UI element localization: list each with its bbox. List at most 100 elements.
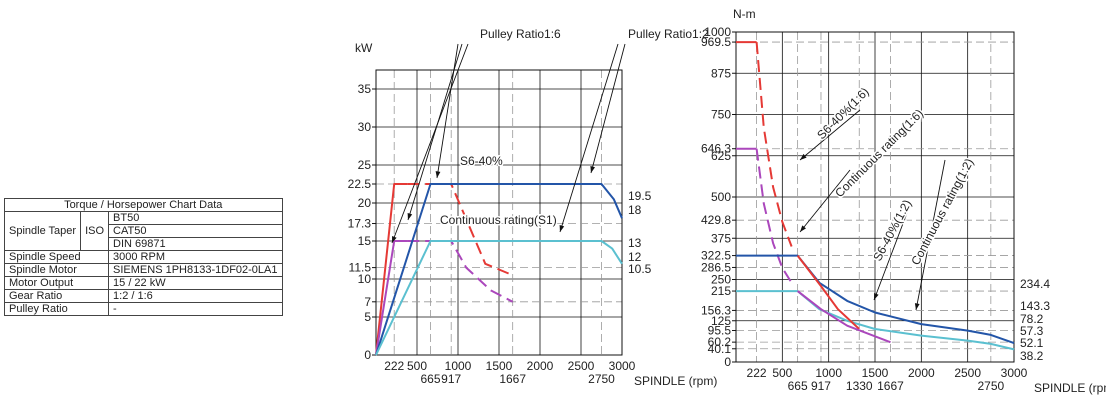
series-line: [796, 254, 860, 330]
x-tick-label-lower: 917: [811, 379, 831, 393]
annotation-arrow: [799, 169, 851, 233]
motor-output-label: Motor Output: [3, 276, 110, 290]
plot-frame: [375, 69, 623, 356]
annotation-label: S6-40%: [460, 154, 503, 168]
spindle-motor-value: SIEMENS 1PH8133-1DF02-0LA1: [108, 263, 283, 277]
series-line: [407, 183, 514, 277]
y-tick-label: 11.5: [349, 261, 372, 275]
x-tick-label: 2500: [954, 366, 981, 380]
annotation-arrowhead: [914, 303, 920, 310]
y-tick-label: 20: [358, 196, 372, 210]
series-line: [375, 183, 408, 356]
series-line: [755, 148, 793, 284]
series-line: [375, 183, 623, 356]
y-tick-label: 0: [724, 355, 731, 369]
x-tick-label: 2000: [527, 359, 554, 373]
annotation-arrowhead: [800, 225, 806, 232]
x-tick-label-lower: 1330: [846, 379, 873, 393]
y-tick-label: 429.8: [701, 213, 731, 227]
y-tick-label: 15: [358, 234, 372, 248]
x-tick-label: 2500: [568, 359, 595, 373]
annotation-arrowhead: [590, 166, 595, 173]
y-tick-label: 60.2: [708, 335, 732, 349]
annotation-arrow: [436, 43, 459, 179]
y-tick-label: 250: [711, 273, 731, 287]
y-tick-label: 30: [358, 120, 372, 134]
annotation-arrow: [590, 43, 626, 174]
x-tick-label: 3000: [1001, 366, 1028, 380]
spindle-speed-value: 3000 RPM: [108, 250, 283, 264]
annotation-arrowhead: [435, 171, 441, 178]
y-tick-label: 646.3: [701, 142, 731, 156]
annotation-arrow: [391, 43, 469, 244]
y-axis-label: kW: [355, 41, 373, 55]
right-value-label: 10.5: [628, 262, 652, 276]
annotation-arrow: [799, 109, 861, 161]
annotation-arrow: [873, 204, 911, 301]
annotation-arrowhead: [407, 213, 413, 220]
x-tick-label-lower: 665: [788, 379, 808, 393]
pulley-ratio-value: -: [108, 302, 283, 316]
x-tick-label: 1000: [445, 359, 472, 373]
y-tick-label: 1000: [704, 25, 731, 39]
y-tick-label: 286.5: [701, 260, 731, 274]
x-tick-label: 3000: [609, 359, 636, 373]
series-line: [375, 240, 408, 356]
y-tick-label: 17.3: [348, 217, 372, 231]
right-value-label: 12: [628, 250, 642, 264]
x-tick-label: 500: [407, 359, 427, 373]
y-tick-label: 0: [364, 348, 371, 362]
x-tick-label-lower: 1667: [499, 372, 526, 386]
y-tick-label: 7: [364, 295, 371, 309]
x-tick-label-lower: 2750: [588, 372, 615, 386]
y-tick-label: 125: [711, 314, 731, 328]
y-tick-label: 22.5: [348, 177, 372, 191]
y-tick-label: 10: [358, 272, 372, 286]
x-tick-label-lower: 2750: [977, 379, 1004, 393]
annotation-label: Continuous rating(1:6): [832, 106, 926, 200]
x-tick-label: 1000: [815, 366, 842, 380]
series-line: [755, 42, 793, 247]
annotation-label: S6-40%(1:2): [870, 197, 914, 263]
right-value-label: 13: [628, 236, 642, 250]
y-tick-label: 969.5: [701, 35, 731, 49]
annotation-label: S6-40%(1:6): [814, 85, 872, 143]
y-tick-label: 25: [358, 158, 372, 172]
x-tick-label-lower: 665: [421, 372, 441, 386]
annotation-arrowhead: [559, 225, 565, 232]
x-tick-label: 222: [747, 366, 767, 380]
annotation-label: Continuous rating(S1): [440, 213, 557, 227]
series-line: [407, 240, 514, 303]
x-tick-label-lower: 1667: [877, 379, 904, 393]
x-tick-label: 222: [384, 359, 404, 373]
annotation-arrowhead: [800, 153, 807, 160]
y-tick-label: 215: [711, 284, 731, 298]
series-line: [796, 290, 891, 344]
y-tick-label: 625: [711, 149, 731, 163]
x-tick-label-lower: 917: [441, 372, 461, 386]
annotation-label: Pulley Ratio1:6: [480, 27, 561, 41]
right-value-label: 52.1: [1020, 336, 1044, 350]
y-tick-label: 375: [711, 231, 731, 245]
y-tick-label: 40.1: [708, 342, 732, 356]
annotation-arrowhead: [392, 236, 397, 243]
right-value-label: 57.3: [1020, 324, 1044, 338]
right-value-label: 143.3: [1020, 299, 1050, 313]
y-axis-label: N-m: [733, 7, 756, 21]
right-value-label: 234.4: [1020, 277, 1050, 291]
x-tick-label: 2000: [908, 366, 935, 380]
y-tick-label: 875: [711, 66, 731, 80]
right-value-label: 18: [628, 203, 642, 217]
x-axis-label: SPINDLE (rpm): [1034, 381, 1106, 395]
y-tick-label: 322.5: [701, 249, 731, 263]
right-value-label: 78.2: [1020, 312, 1044, 326]
taper-cat50: CAT50: [108, 224, 283, 238]
y-tick-label: 35: [358, 82, 372, 96]
annotation-arrow: [915, 159, 946, 311]
annotation-arrow: [559, 43, 619, 233]
y-tick-label: 5: [364, 310, 371, 324]
x-tick-label: 1500: [486, 359, 513, 373]
y-tick-label: 95.5: [708, 323, 732, 337]
y-tick-label: 156.3: [701, 303, 731, 317]
